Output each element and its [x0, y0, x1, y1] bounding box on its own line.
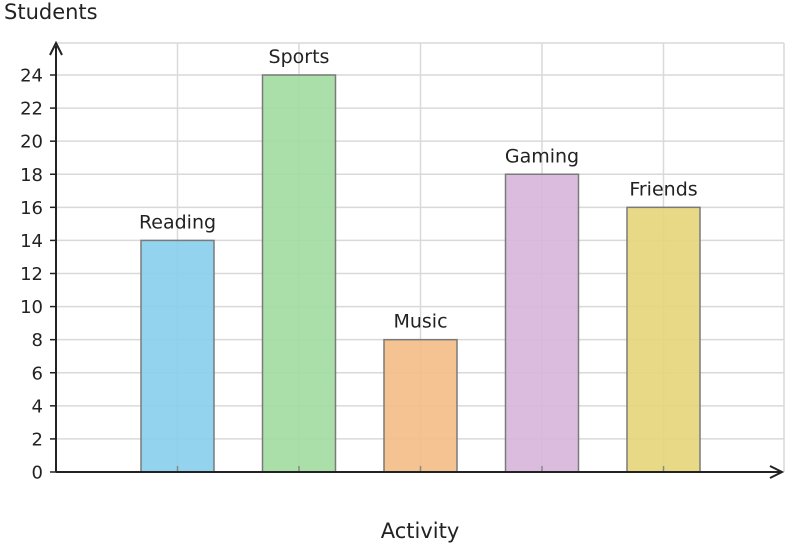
y-tick-label: 8: [32, 330, 43, 351]
y-tick-label: 20: [20, 132, 43, 153]
y-axis-arrow-icon: [49, 40, 63, 56]
bar-reading: [140, 239, 215, 473]
y-tick-label: 14: [20, 231, 43, 252]
bar-labels: Reading Sports Music Gaming Friends: [139, 46, 698, 333]
x-axis-arrow-icon: [769, 465, 785, 479]
y-tick-label: 22: [20, 99, 43, 120]
y-tick-label: 24: [20, 66, 43, 87]
bar-music: [383, 338, 458, 473]
bar-label-music: Music: [393, 311, 447, 333]
bar-sports: [261, 74, 337, 473]
y-tick-label: 6: [32, 363, 43, 384]
bar-label-sports: Sports: [269, 46, 330, 68]
x-axis-title: Activity: [381, 519, 460, 543]
y-tick-label: 0: [32, 463, 43, 484]
y-tick-label: 4: [32, 396, 43, 417]
y-tick-label: 2: [32, 429, 43, 450]
bar-gaming: [504, 173, 580, 473]
bar-label-reading: Reading: [139, 211, 216, 233]
bar-friends: [626, 206, 701, 473]
y-tick-label: 16: [20, 198, 43, 219]
axes: [49, 40, 785, 479]
y-axis-title: Students: [4, 0, 98, 24]
y-tick-label: 18: [20, 165, 43, 186]
y-tick-label: 12: [20, 264, 43, 285]
bar-label-gaming: Gaming: [505, 145, 579, 167]
bar-label-friends: Friends: [629, 178, 697, 200]
y-tick-label: 10: [20, 297, 43, 318]
bars: [140, 74, 701, 473]
